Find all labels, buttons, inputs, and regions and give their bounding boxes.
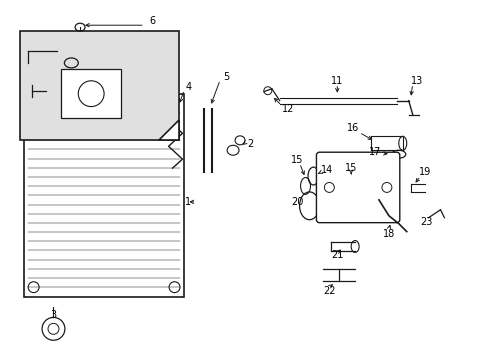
Text: 21: 21 xyxy=(330,251,343,260)
Text: 15: 15 xyxy=(291,155,303,165)
Text: 17: 17 xyxy=(368,147,380,157)
Text: 5: 5 xyxy=(223,72,229,82)
Text: 12: 12 xyxy=(281,104,293,113)
Text: 15: 15 xyxy=(344,163,357,173)
Bar xyxy=(61,69,121,118)
FancyBboxPatch shape xyxy=(316,152,399,223)
Text: 4: 4 xyxy=(185,82,191,92)
Text: 13: 13 xyxy=(410,76,422,86)
Text: 14: 14 xyxy=(321,165,333,175)
Polygon shape xyxy=(158,121,178,140)
Text: 6: 6 xyxy=(149,16,156,26)
Text: 22: 22 xyxy=(323,286,335,296)
Text: 9: 9 xyxy=(28,104,35,113)
Text: 3: 3 xyxy=(50,310,57,320)
Text: 10: 10 xyxy=(150,90,163,100)
Text: 18: 18 xyxy=(382,229,394,239)
Text: 16: 16 xyxy=(346,123,359,134)
Bar xyxy=(20,31,178,140)
Text: 8: 8 xyxy=(82,78,88,88)
Text: 2: 2 xyxy=(246,139,253,149)
Text: 7: 7 xyxy=(32,64,39,74)
Text: 11: 11 xyxy=(330,76,343,86)
Text: 20: 20 xyxy=(291,197,303,207)
Text: 1: 1 xyxy=(185,197,191,207)
Bar xyxy=(24,94,184,297)
Text: 19: 19 xyxy=(418,167,430,177)
Text: 23: 23 xyxy=(420,217,432,227)
